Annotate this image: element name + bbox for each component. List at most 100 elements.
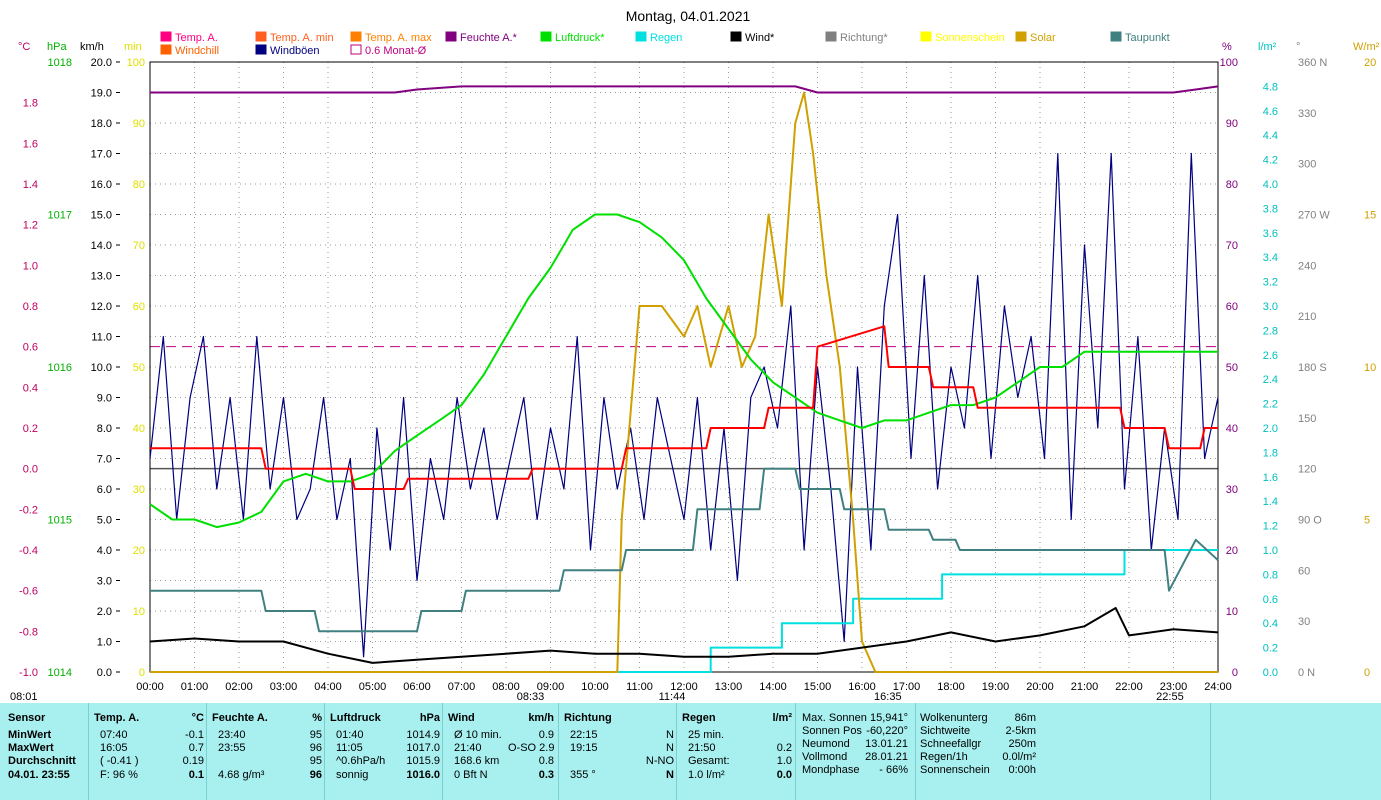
temp-row-2-a: ( -0.41 ) (100, 755, 139, 767)
humidity-header: Feuchte A. (212, 712, 268, 724)
time-tick-16: 16:00 (848, 681, 876, 693)
misc-row-4-a: Sonnenschein (920, 764, 990, 776)
legend: Temp. A. Temp. A. min Temp. A. max Feuchte … (160, 31, 1170, 57)
tick-minutes-0: 100 (127, 57, 145, 69)
series-line-5 (150, 467, 1219, 633)
sun-row-3-a: Vollmond (802, 751, 848, 763)
tick-rain-22: 0.4 (1263, 618, 1278, 630)
legend-swatch-3 (445, 31, 457, 42)
tick-rain-0: 4.8 (1263, 81, 1278, 93)
tick-direction-2: 300 (1298, 159, 1316, 171)
time-tick-17: 17:00 (893, 681, 921, 693)
sensor-row-3: 04.01. 23:55 (8, 769, 70, 781)
direction-row-1-a: 19:15 (570, 742, 598, 754)
wind-row-2-a: 168.6 km (454, 755, 500, 767)
tick-wind-0: 20.0 (91, 57, 112, 69)
tick-rain-19: 1.0 (1263, 545, 1278, 557)
pressure-header: Luftdruck (330, 712, 381, 724)
tick-rain-16: 1.6 (1263, 472, 1278, 484)
tick-minutes-5: 50 (133, 362, 145, 374)
temp-row-1-b: 0.7 (188, 742, 204, 754)
misc-row-0-b: 86m (1014, 712, 1036, 724)
tick-direction-11: 30 (1298, 616, 1310, 628)
tick-humidity-2: 80 (1226, 179, 1238, 191)
legend-swatch-0 (160, 31, 172, 42)
misc-row-2-a: Schneefallgr (920, 738, 982, 750)
wind-unit: km/h (528, 712, 554, 724)
sun-row-3-b: 28.01.21 (865, 751, 908, 763)
misc-row-0-a: Wolkenunterg (920, 712, 988, 724)
axis-unit-labels: °C hPa km/h min% l/m² ° W/m² (18, 41, 1380, 53)
temp-row-2-b: 0.19 (182, 755, 204, 767)
temp-row-0-b: -0.1 (185, 729, 204, 741)
marker-moon1: 11:44 (659, 691, 686, 703)
humidity-row-3-a: 4.68 g/m³ (218, 769, 265, 781)
tick-rain-6: 3.6 (1263, 228, 1278, 240)
tick-rain-5: 3.8 (1263, 203, 1278, 215)
wind-row-3-b: 0.3 (538, 769, 554, 781)
temp-row-3-b: 0.1 (188, 769, 204, 781)
tick-humidity-0: 100 (1220, 57, 1238, 69)
statistics-panel: Sensor MinWert MaxWert Durchschnitt 04.01. 2… (0, 703, 1381, 800)
sun-row-4-b: - 66% (879, 764, 908, 776)
pressure-row-3-b: 1016.0 (406, 769, 440, 781)
tick-wind-11: 9.0 (97, 393, 112, 405)
temp-row-0-a: 07:40 (100, 729, 128, 741)
unit-humidity: % (1222, 41, 1232, 53)
humidity-unit: % (312, 712, 322, 724)
tick-minutes-2: 80 (133, 179, 145, 191)
legend-label-0: Temp. A. (175, 32, 218, 44)
time-tick-6: 06:00 (403, 681, 431, 693)
tick-minutes-8: 20 (133, 545, 145, 557)
tick-direction-8: 120 (1298, 464, 1316, 476)
time-tick-8: 08:00 (492, 681, 520, 693)
tick-wind-3: 17.0 (91, 149, 112, 161)
time-tick-5: 05:00 (359, 681, 387, 693)
unit-pressure: hPa (47, 41, 67, 53)
humidity-row-0-a: 23:40 (218, 729, 246, 741)
wind-row-0-a: Ø 10 min. (454, 729, 502, 741)
tick-humidity-6: 40 (1226, 423, 1238, 435)
tick-minutes-6: 40 (133, 423, 145, 435)
legend-swatch-8 (920, 31, 932, 42)
legend-label-10: Taupunkt (1125, 32, 1170, 44)
time-tick-22: 22:00 (1115, 681, 1143, 693)
rain-header: Regen (682, 712, 716, 724)
legend-swatch-12 (255, 44, 267, 55)
time-tick-12: 12:00 (670, 681, 698, 693)
marker-sunrise: 08:33 (517, 691, 545, 703)
tick-wind-12: 8.0 (97, 423, 112, 435)
wind-row-0-b: 0.9 (538, 729, 554, 741)
tick-rain-14: 2.0 (1263, 423, 1278, 435)
pressure-row-1-b: 1017.0 (406, 742, 440, 754)
tick-solar-0: 20 (1364, 57, 1376, 69)
tick-direction-6: 180 S (1298, 362, 1327, 374)
tick-solar-2: 10 (1364, 362, 1376, 374)
rain-row-1-b: 0.2 (776, 742, 792, 754)
pressure-row-0-b: 1014.9 (406, 729, 440, 741)
legend-swatch-9 (1015, 31, 1027, 42)
legend-label-12: Windböen (270, 45, 320, 57)
tick-rain-15: 1.8 (1263, 447, 1278, 459)
time-tick-19: 19:00 (982, 681, 1010, 693)
series-layer (149, 85, 1219, 673)
tick-rain-12: 2.4 (1263, 374, 1278, 386)
panel-divider-4 (558, 703, 559, 800)
time-tick-1: 01:00 (181, 681, 209, 693)
tick-humidity-3: 70 (1226, 240, 1238, 252)
sun-row-2-a: Neumond (802, 738, 850, 750)
misc-row-3-a: Regen/1h (920, 751, 968, 763)
tick-minutes-1: 90 (133, 118, 145, 130)
pressure-row-2-b: 1015.9 (406, 755, 440, 767)
legend-label-3: Feuchte A.* (460, 32, 518, 44)
tick-direction-10: 60 (1298, 565, 1310, 577)
unit-minutes: min (124, 41, 142, 53)
tick-rain-11: 2.6 (1263, 350, 1278, 362)
tick-temp-10: -0.2 (19, 504, 38, 516)
tick-rain-24: 0.0 (1263, 667, 1278, 679)
tick-wind-1: 19.0 (91, 88, 112, 100)
panel-divider-8 (1210, 703, 1211, 800)
legend-label-6: Wind* (745, 32, 775, 44)
legend-label-4: Luftdruck* (555, 32, 605, 44)
time-tick-18: 18:00 (937, 681, 965, 693)
